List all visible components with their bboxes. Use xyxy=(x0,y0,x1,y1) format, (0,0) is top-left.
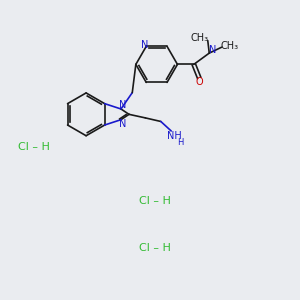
Text: Cl – H: Cl – H xyxy=(18,142,50,152)
Text: N: N xyxy=(141,40,148,50)
Text: N: N xyxy=(119,119,126,129)
Text: CH₃: CH₃ xyxy=(221,41,239,51)
Text: N: N xyxy=(119,100,126,110)
Text: Cl – H: Cl – H xyxy=(139,196,170,206)
Text: O: O xyxy=(195,76,203,87)
Text: CH₃: CH₃ xyxy=(191,33,209,43)
Text: NH: NH xyxy=(167,131,182,141)
Text: Cl – H: Cl – H xyxy=(139,243,170,253)
Text: N: N xyxy=(209,45,217,56)
Text: H: H xyxy=(177,138,183,147)
